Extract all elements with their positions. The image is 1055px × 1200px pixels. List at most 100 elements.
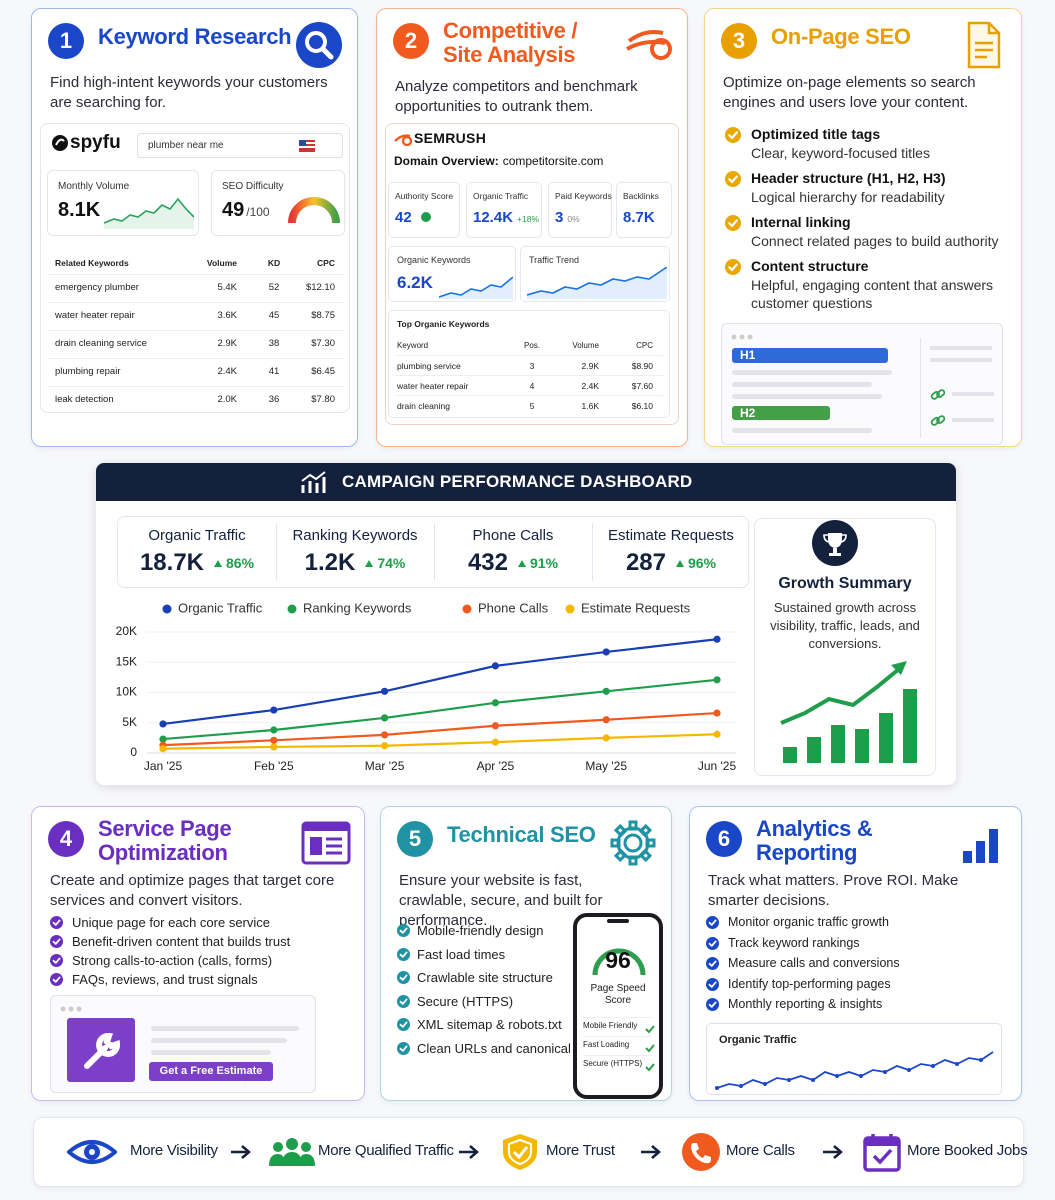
- icon-part: [706, 977, 719, 991]
- card: 5 Technical SEO Ensure your website is fas…: [380, 806, 672, 1101]
- header-icon: [300, 471, 328, 495]
- icon-part: [706, 957, 719, 970]
- data-point: [270, 726, 278, 734]
- cta-button: Get a Free Estimate: [149, 1062, 273, 1081]
- item-text: Unique page for each core service: [72, 915, 271, 930]
- icon-part: [299, 140, 315, 152]
- icon-part: [963, 851, 972, 863]
- icon-part: [641, 1145, 661, 1159]
- text-line: [732, 394, 882, 399]
- check-icon: [725, 215, 741, 231]
- score-label: Page Speed Score: [590, 983, 646, 1006]
- icon-part: [76, 1006, 82, 1012]
- data-point: [602, 716, 610, 724]
- outcome-label: More Calls: [726, 1142, 795, 1159]
- metric-value: 42: [395, 209, 412, 226]
- table-cell: 5: [529, 401, 535, 411]
- table-cell: leak detection: [55, 394, 114, 405]
- icon-part: [269, 1154, 284, 1166]
- x-tick-label: Jan '25: [144, 759, 183, 773]
- metric-value-row: 8.7K: [623, 209, 655, 227]
- metric-value: 12.4K: [473, 209, 514, 226]
- step-number: 5: [397, 821, 433, 857]
- check-mark: [645, 1040, 655, 1053]
- icon-part: [526, 266, 668, 296]
- icon-part: [397, 971, 410, 984]
- item-text: Fast load times: [417, 946, 506, 962]
- row-divider: [49, 330, 343, 331]
- table-cell: plumbing repair: [55, 366, 121, 377]
- icon-part: [706, 936, 719, 950]
- metric-box: Backlinks 8.7K: [616, 182, 672, 238]
- dashboard-title: CAMPAIGN PERFORMANCE DASHBOARD: [342, 472, 693, 491]
- outcome-label: More Booked Jobs: [907, 1142, 1028, 1159]
- table-cell: 2.9K: [217, 338, 237, 349]
- icon-part: [273, 1142, 283, 1152]
- icon-part: [610, 820, 656, 866]
- card-icon: [607, 817, 659, 869]
- table-cell: 4: [529, 381, 535, 391]
- flag-icon: [299, 139, 315, 152]
- row-divider: [395, 395, 663, 396]
- check-icon: [50, 935, 63, 948]
- metric-box: SEO Difficulty 49/100: [211, 170, 345, 236]
- icon-part: [60, 1006, 82, 1012]
- icon-part: [52, 135, 68, 151]
- icon-part: [50, 935, 63, 948]
- metric-label: Organic Traffic: [473, 191, 529, 201]
- icon-part: [438, 276, 514, 298]
- icon-part: [397, 1041, 410, 1055]
- card-description: Ensure your website is fast, crawlable, …: [399, 872, 603, 929]
- table-cell: $8.75: [311, 310, 335, 321]
- line-chart: 0 5K 10K 15K 20K Jan '25 Feb '25 Mar '25 Apr '25…: [116, 600, 737, 773]
- check-icon: [706, 977, 719, 991]
- legend-swatch: [287, 604, 297, 614]
- icon-part: [399, 927, 408, 934]
- legend-label: Estimate Requests: [581, 600, 691, 615]
- icon-part: [439, 277, 513, 299]
- check-icon: [397, 1018, 410, 1031]
- brand-logo: [394, 132, 413, 147]
- item-text: Clean URLs and canonical tags: [417, 1040, 600, 1056]
- icon-part: [397, 994, 410, 1008]
- icon-part: [731, 334, 737, 340]
- icon-part: [763, 1082, 767, 1086]
- check-icon: [725, 259, 741, 275]
- kpi-divider: [434, 523, 435, 581]
- icon-part: [399, 951, 408, 958]
- text-line: [930, 346, 992, 350]
- icon-part: [731, 334, 753, 340]
- page-mockup: H1 H2: [721, 323, 1003, 445]
- outcome-icon: [267, 1132, 317, 1172]
- data-point: [381, 714, 389, 722]
- icon-part: [787, 1078, 791, 1082]
- y-tick-label: 5K: [122, 715, 137, 729]
- data-point: [381, 742, 389, 750]
- score-value: 96: [605, 947, 631, 973]
- icon-part: [50, 973, 63, 986]
- step-number: 4: [48, 821, 84, 857]
- icon-part: [299, 146, 315, 148]
- table-header: Volume: [206, 258, 237, 268]
- check-label: Fast Loading: [583, 1040, 630, 1049]
- check-icon: [706, 916, 719, 929]
- table-cell: 3: [529, 361, 535, 371]
- text-line: [952, 392, 994, 396]
- icon-part: [641, 1145, 661, 1159]
- row-divider: [583, 1055, 653, 1056]
- icon-part: [865, 1138, 899, 1146]
- icon-part: [891, 661, 907, 675]
- sparkline: [438, 273, 514, 299]
- row-divider: [49, 274, 343, 275]
- icon-part: [50, 916, 63, 929]
- check-icon: [397, 924, 410, 937]
- h1-bar: H1: [732, 348, 888, 363]
- card: 4 Service Page Optimization Create and opt…: [31, 806, 365, 1101]
- icon-part: [976, 841, 985, 863]
- data-point: [159, 745, 167, 753]
- data-point: [159, 735, 167, 743]
- series-line: [162, 678, 718, 741]
- icon-part: [747, 334, 753, 340]
- item-text: Logical hierarchy for readability: [751, 189, 945, 205]
